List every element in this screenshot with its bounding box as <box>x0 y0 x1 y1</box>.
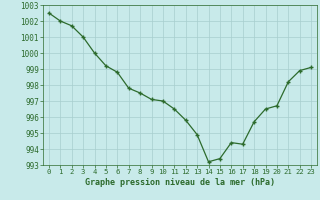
X-axis label: Graphe pression niveau de la mer (hPa): Graphe pression niveau de la mer (hPa) <box>85 178 275 187</box>
